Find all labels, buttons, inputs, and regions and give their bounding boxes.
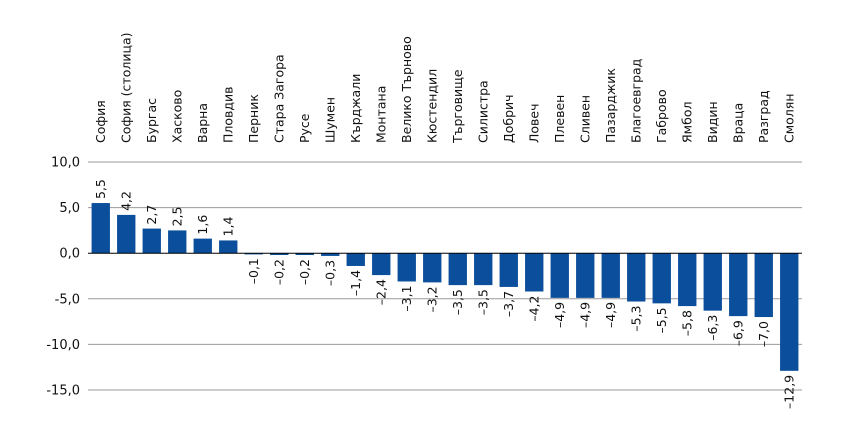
bar [142, 228, 161, 254]
category-label: Ловеч [526, 104, 541, 144]
category-label: Велико Търново [399, 36, 414, 143]
bar [372, 253, 391, 276]
category-label: Шумен [322, 97, 337, 143]
data-label: –2,4 [373, 279, 388, 305]
data-label: –5,3 [628, 306, 643, 332]
bar [168, 230, 187, 254]
data-label: –4,9 [552, 302, 567, 328]
data-label: –3,1 [399, 285, 414, 311]
bar [193, 238, 212, 254]
bar [576, 253, 595, 298]
category-label: Сливен [577, 95, 592, 143]
bar [601, 253, 620, 298]
y-tick-label: -15,0 [46, 384, 80, 399]
data-labels: 5,5 4,2 2,7 2,5 1,6 1,4 –0,1 –0,2 –0,2 –0,3 –1,4 –2… [93, 179, 797, 409]
category-label: Смолян [781, 94, 796, 144]
data-label: 4,2 [118, 191, 133, 211]
category-label: Бургас [144, 98, 159, 143]
bar [448, 253, 467, 286]
category-label: Кюстендил [424, 69, 439, 143]
bar [270, 253, 289, 256]
bar [678, 253, 697, 307]
bar [627, 253, 646, 302]
category-label: София (столица) [118, 32, 133, 143]
category-label: Разград [756, 90, 771, 143]
category-label: Видин [705, 101, 720, 143]
category-label: Кърджали [348, 74, 363, 143]
data-label: –0,3 [322, 260, 337, 286]
data-label: –12,9 [781, 375, 796, 409]
data-label: –4,2 [526, 296, 541, 322]
category-label: Плевен [552, 95, 567, 143]
category-label: Габрово [654, 89, 669, 143]
y-tick-label: 0,0 [59, 247, 80, 262]
category-label: Враца [730, 103, 745, 143]
data-label: 2,7 [144, 205, 159, 225]
category-label: Варна [195, 103, 210, 143]
data-label: –0,2 [271, 259, 286, 285]
bar [525, 253, 544, 292]
data-label: –0,1 [246, 258, 261, 284]
y-tick-label: -5,0 [55, 292, 80, 307]
bar [117, 214, 136, 254]
gridlines [88, 161, 802, 391]
bar [703, 253, 722, 311]
data-label: –6,9 [730, 320, 745, 346]
bar [652, 253, 671, 304]
data-label: 1,4 [220, 217, 235, 237]
data-label: –4,9 [577, 302, 592, 328]
bar [423, 253, 442, 283]
category-label: Стара Загора [271, 54, 286, 143]
y-tick-label: 5,0 [59, 201, 80, 216]
data-label: –0,2 [297, 259, 312, 285]
data-label: –4,9 [603, 302, 618, 328]
bar [91, 203, 110, 254]
bar [219, 240, 238, 254]
category-label: Пловдив [220, 86, 235, 143]
category-label: Ямбол [679, 102, 694, 143]
bar [499, 253, 518, 287]
data-label: –5,8 [679, 310, 694, 336]
bar [474, 253, 493, 286]
category-label: Търговище [450, 69, 465, 144]
data-label: –5,5 [654, 307, 669, 333]
data-label: 1,6 [195, 215, 210, 235]
category-label: Силистра [475, 80, 490, 143]
bar [244, 253, 263, 255]
category-label: Перник [246, 94, 261, 143]
y-axis-ticks: 10,0 5,0 0,0 -5,0 -10,0 -15,0 [46, 156, 80, 399]
data-label: –7,0 [756, 321, 771, 347]
bar [295, 253, 314, 256]
bar [729, 253, 748, 317]
bar [346, 253, 365, 266]
category-label: Пазарджик [603, 68, 618, 143]
category-label: Русе [297, 113, 312, 143]
bar [321, 253, 340, 256]
category-label: Добрич [501, 94, 516, 143]
bar [397, 253, 416, 282]
category-label: Благоевград [628, 59, 643, 143]
category-labels: София София (столица) Бургас Хасково Варна Пл… [93, 32, 797, 144]
bar [780, 253, 799, 371]
data-label: 2,5 [169, 207, 184, 227]
category-label: Монтана [373, 86, 388, 143]
data-label: –3,5 [450, 289, 465, 315]
category-label: София [93, 100, 108, 143]
data-label: 5,5 [93, 179, 108, 199]
data-label: –3,5 [475, 289, 490, 315]
bar [754, 253, 773, 318]
y-tick-label: 10,0 [51, 156, 80, 171]
data-label: –3,2 [424, 286, 439, 312]
data-label: –3,7 [501, 291, 516, 317]
bars [91, 203, 799, 371]
bar [550, 253, 569, 298]
data-label: –6,3 [705, 315, 720, 341]
data-label: –1,4 [348, 270, 363, 296]
category-label: Хасково [169, 90, 184, 143]
y-tick-label: -10,0 [46, 338, 80, 353]
